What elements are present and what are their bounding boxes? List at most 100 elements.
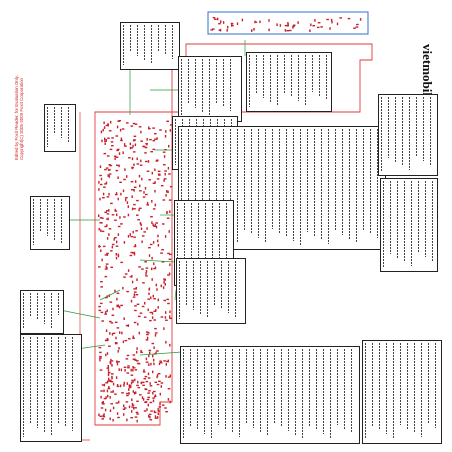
component-pad bbox=[169, 124, 173, 126]
component-pad bbox=[214, 18, 217, 20]
component-pad bbox=[133, 189, 135, 192]
component-pad bbox=[104, 137, 106, 141]
component-pad bbox=[106, 367, 110, 369]
component-pad bbox=[122, 151, 124, 154]
component-pad bbox=[153, 358, 155, 362]
component-pad bbox=[102, 192, 105, 196]
component-pad bbox=[142, 398, 145, 401]
signal-label-column bbox=[409, 97, 410, 170]
signal-label-column bbox=[212, 203, 213, 267]
component-pad bbox=[103, 389, 105, 393]
signal-label-column bbox=[197, 349, 198, 430]
component-pad bbox=[105, 353, 107, 357]
component-pad bbox=[106, 338, 109, 341]
component-pad bbox=[117, 253, 119, 257]
component-pad bbox=[107, 217, 109, 221]
component-pad bbox=[144, 375, 148, 378]
signal-label-column bbox=[61, 199, 62, 244]
component-pad bbox=[136, 163, 140, 165]
signal-label-column bbox=[225, 349, 226, 429]
signal-label-column bbox=[312, 55, 313, 92]
signal-label-column bbox=[260, 349, 261, 432]
component-pad bbox=[137, 219, 140, 221]
signal-label-column bbox=[423, 97, 424, 161]
component-pad bbox=[317, 22, 321, 24]
component-pad bbox=[154, 138, 157, 140]
component-pad bbox=[168, 258, 172, 260]
component-pad bbox=[297, 21, 299, 24]
component-pad bbox=[165, 363, 167, 366]
component-pad bbox=[157, 410, 161, 412]
component-pad bbox=[114, 219, 117, 221]
component-pad bbox=[166, 217, 170, 219]
component-pad bbox=[314, 19, 316, 22]
component-pad bbox=[168, 199, 172, 201]
component-pad bbox=[162, 223, 165, 225]
component-pad bbox=[123, 216, 126, 218]
component-pad bbox=[138, 266, 141, 268]
component-pad bbox=[116, 384, 119, 387]
component-pad bbox=[116, 304, 119, 306]
component-pad bbox=[99, 165, 102, 168]
signal-label-column bbox=[249, 55, 250, 107]
component-pad bbox=[167, 398, 170, 401]
component-pad bbox=[292, 26, 294, 29]
component-pad bbox=[106, 196, 110, 198]
component-pad bbox=[112, 418, 114, 422]
component-pad bbox=[153, 362, 155, 366]
component-pad bbox=[131, 398, 133, 402]
component-pad bbox=[114, 289, 116, 293]
component-pad bbox=[140, 381, 142, 385]
signal-label-column bbox=[58, 293, 59, 315]
component-pad bbox=[110, 202, 113, 205]
component-pad bbox=[157, 298, 159, 302]
component-pad bbox=[100, 390, 103, 392]
component-pad bbox=[339, 17, 342, 19]
component-pad bbox=[134, 309, 137, 312]
component-pad bbox=[117, 350, 119, 353]
component-pad bbox=[289, 29, 292, 32]
component-pad bbox=[117, 361, 120, 363]
signal-label-column bbox=[349, 129, 350, 239]
component-pad bbox=[154, 168, 156, 172]
component-pad bbox=[129, 146, 132, 150]
component-pad bbox=[115, 192, 118, 195]
component-pad bbox=[152, 140, 156, 142]
component-pad bbox=[356, 23, 359, 26]
signal-label-column bbox=[237, 129, 238, 243]
component-pad bbox=[109, 164, 113, 167]
component-pad bbox=[148, 128, 151, 130]
component-pad bbox=[111, 314, 115, 316]
component-pad bbox=[167, 376, 171, 378]
signal-label-column bbox=[435, 343, 436, 428]
component-pad bbox=[148, 254, 151, 257]
component-pad bbox=[128, 384, 130, 387]
component-pad bbox=[108, 209, 110, 212]
component-pad bbox=[169, 253, 172, 256]
signal-label-column bbox=[130, 25, 131, 52]
component-pad bbox=[347, 17, 351, 20]
signal-label-column bbox=[23, 337, 24, 437]
component-pad bbox=[359, 18, 362, 21]
component-pad bbox=[145, 339, 149, 341]
signal-label-column bbox=[295, 349, 296, 435]
component-pad bbox=[135, 411, 139, 414]
component-pad bbox=[123, 407, 127, 409]
component-pad bbox=[106, 252, 109, 255]
component-pad bbox=[151, 278, 153, 281]
component-pad bbox=[104, 142, 106, 145]
component-pad bbox=[355, 26, 359, 28]
component-pad bbox=[160, 385, 162, 388]
top-module-frame bbox=[207, 11, 369, 35]
component-pad bbox=[145, 275, 148, 277]
component-pad bbox=[151, 171, 153, 175]
signal-label-column bbox=[265, 129, 266, 242]
signal-label-column bbox=[309, 349, 310, 426]
component-pad bbox=[218, 29, 222, 31]
component-pad bbox=[136, 419, 138, 423]
component-pad bbox=[153, 225, 156, 227]
component-pad bbox=[231, 24, 234, 27]
component-pad bbox=[157, 239, 159, 243]
component-pad bbox=[123, 413, 125, 416]
component-pad bbox=[115, 169, 119, 172]
